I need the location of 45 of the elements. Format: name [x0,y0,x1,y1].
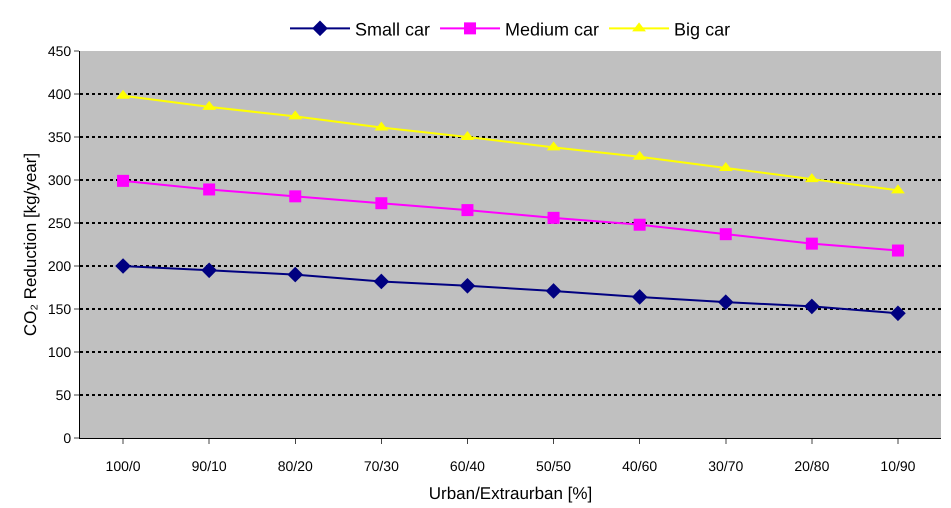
point [718,294,734,310]
point [461,204,474,216]
legend-label: Big car [674,19,730,40]
y-tick-label: 200 [48,258,72,274]
point [289,190,302,202]
y-tick-label: 450 [48,42,72,59]
point [374,274,390,290]
point [375,197,388,210]
point [115,258,131,274]
point [460,278,476,294]
y-tick-label: 150 [48,300,72,317]
x-tick-label: 20/80 [794,458,830,474]
x-tick-label: 30/70 [708,458,744,474]
x-tick-label: 80/20 [278,458,313,474]
x-tick-label: 60/40 [450,458,486,474]
x-tick-label: 100/0 [106,458,141,474]
point [287,266,304,282]
y-axis-title: CO₂ Reduction [kg/year] [21,152,40,336]
x-axis-title: Urban/Extraurban [%] [428,484,592,503]
y-tick-label: 0 [63,430,72,446]
point [203,183,216,196]
point [548,212,560,224]
point [117,174,130,187]
y-tick-label: 250 [48,214,72,231]
point [806,238,818,250]
point [890,306,906,322]
point [804,298,820,314]
y-tick-label: 50 [56,386,72,403]
point [546,283,562,299]
point [720,228,732,240]
x-tick-label: 50/50 [536,458,572,474]
y-tick-label: 300 [48,172,72,188]
y-tick-label: 350 [48,128,72,145]
y-tick-label: 400 [48,86,72,102]
x-tick-label: 40/60 [622,458,658,474]
point [892,244,904,257]
y-tick-label: 100 [48,344,72,360]
x-tick-label: 90/10 [192,458,227,474]
point [632,289,648,305]
legend-label: Small car [355,19,430,40]
point [634,218,646,231]
x-tick-label: 70/30 [364,458,400,474]
x-tick-label: 10/90 [880,458,916,474]
point [201,262,217,278]
legend-label: Medium car [505,19,600,40]
